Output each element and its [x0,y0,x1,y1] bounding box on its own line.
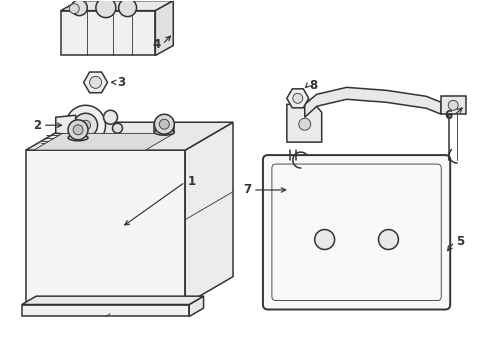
Text: 5: 5 [455,235,464,248]
Polygon shape [61,11,155,55]
Circle shape [65,105,105,145]
Polygon shape [22,305,189,316]
Circle shape [74,113,98,137]
Circle shape [447,100,457,110]
Polygon shape [286,104,321,142]
Text: 6: 6 [443,109,451,122]
Circle shape [81,120,90,130]
Circle shape [89,76,102,88]
Circle shape [63,139,72,147]
Circle shape [73,125,83,135]
Ellipse shape [154,129,174,135]
Text: 8: 8 [309,79,317,92]
Text: 2: 2 [33,119,41,132]
Polygon shape [22,296,203,305]
Circle shape [119,0,136,17]
Circle shape [71,0,87,15]
Circle shape [69,4,79,14]
Polygon shape [189,296,203,316]
Circle shape [68,120,88,140]
Polygon shape [440,96,465,114]
Polygon shape [304,87,440,117]
Polygon shape [155,1,173,55]
Ellipse shape [68,135,88,141]
Circle shape [96,0,116,18]
Polygon shape [185,122,233,305]
Circle shape [314,230,334,249]
Polygon shape [34,134,174,150]
Polygon shape [61,1,173,11]
Text: 7: 7 [243,184,250,197]
Text: 3: 3 [117,76,125,89]
Circle shape [57,139,64,147]
Circle shape [112,123,122,133]
Circle shape [378,230,398,249]
Circle shape [292,93,302,103]
Text: 4: 4 [152,38,160,51]
Text: 1: 1 [187,175,195,189]
Polygon shape [26,122,233,150]
Circle shape [71,139,79,147]
Polygon shape [56,115,76,135]
Circle shape [154,114,174,134]
Circle shape [103,110,117,124]
FancyBboxPatch shape [263,155,449,310]
Circle shape [298,118,310,130]
Polygon shape [26,150,185,305]
Circle shape [159,119,169,129]
